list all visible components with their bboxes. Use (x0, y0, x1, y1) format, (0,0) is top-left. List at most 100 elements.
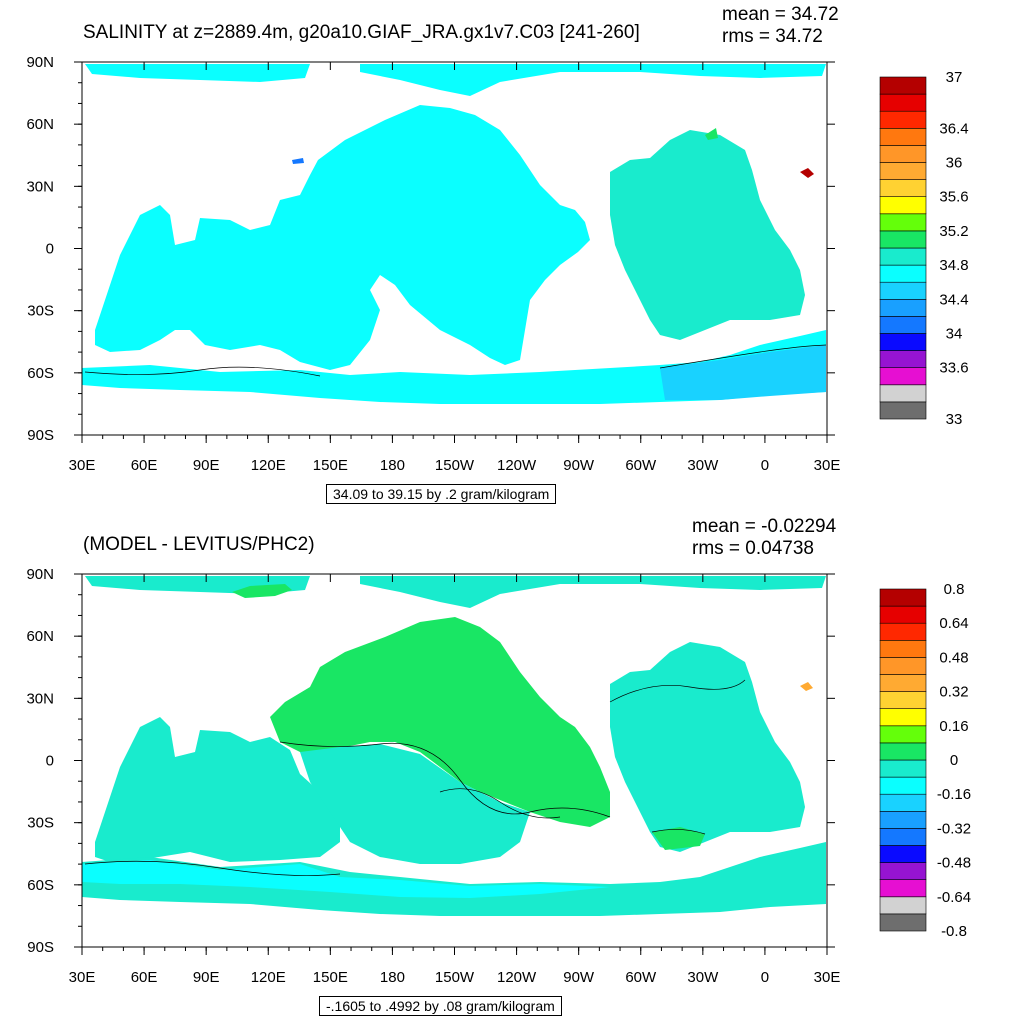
colorbar-label: 0 (950, 752, 958, 769)
pacific-south-region (300, 744, 530, 864)
colorbar-swatch (879, 128, 927, 146)
colorbar-label: 0.32 (939, 684, 968, 701)
colorbar-swatch (879, 828, 927, 846)
range-label: -.1605 to .4992 by .08 gram/kilogram (319, 996, 562, 1016)
indian-ocean-region (95, 717, 340, 862)
x-tick-label: 30W (687, 969, 719, 986)
colorbar-swatch (879, 213, 927, 232)
x-tick-label: 30E (814, 457, 841, 474)
colorbar-label: -0.48 (937, 855, 971, 872)
x-tick-label: 120W (497, 457, 537, 474)
colorbar-swatch (879, 640, 927, 658)
arctic-strip-east (360, 64, 826, 96)
pacific-positive-region (270, 617, 610, 827)
colorbar-swatch (879, 110, 927, 129)
atlantic-positive-patch (652, 827, 705, 850)
x-tick-label: 30E (69, 969, 96, 986)
colorbar-swatch (879, 759, 927, 778)
colorbar-label: -0.8 (941, 923, 967, 940)
y-tick-label: 60S (27, 365, 54, 382)
colorbar-swatch (879, 742, 927, 761)
colorbar-swatch (879, 247, 927, 266)
arctic-positive-patch (232, 584, 292, 598)
x-tick-label: 150E (313, 457, 348, 474)
y-tick-label: 90S (27, 939, 54, 956)
colorbar-swatch (879, 76, 927, 95)
labrador-patch (705, 128, 718, 140)
y-tick-label: 30N (26, 178, 54, 195)
southern-ocean-band (82, 842, 826, 916)
colorbar-swatch (879, 725, 927, 744)
colorbar-swatch (879, 793, 927, 812)
colorbar-swatch (879, 879, 927, 898)
colorbar-swatch (879, 264, 927, 283)
contour-line (651, 829, 706, 835)
x-tick-label: 150W (435, 457, 475, 474)
contour-line (279, 741, 611, 818)
mean-stat: mean = -0.02294 (692, 516, 837, 537)
chart-title: (MODEL - LEVITUS/PHC2) (83, 534, 315, 555)
colorbar-swatch (879, 913, 927, 932)
colorbar-swatch (879, 708, 927, 727)
x-tick-label: 30E (814, 969, 841, 986)
difference-map: 30E 60E 90E 120E 150E 180 150W 120W 90W 60W 30W 0 30… (26, 566, 971, 986)
colorbar-label: -0.64 (937, 889, 971, 906)
colorbar-swatch (879, 316, 927, 334)
colorbar-label: 34.4 (939, 291, 968, 308)
x-tick-label: 180 (380, 457, 405, 474)
x-tick-label: 120E (251, 969, 286, 986)
colorbar-label: 34 (946, 326, 963, 343)
y-tick-label: 60N (26, 628, 54, 645)
colorbar-swatch (879, 588, 927, 607)
colorbar-swatch (879, 401, 927, 420)
colorbar-label: 33.6 (939, 360, 968, 377)
atlantic-ocean-region (610, 130, 805, 340)
colorbar-label: 37 (946, 69, 963, 86)
colorbar-label: -0.16 (937, 786, 971, 803)
axes: 30E 60E 90E 120E 150E 180 150W 120W 90W 60W 30W 0 30… (26, 566, 840, 986)
colorbar-swatch (879, 896, 927, 915)
mediterranean-patch (800, 168, 814, 178)
colorbar-swatch (879, 845, 927, 863)
axes: 30E 60E 90E 120E 150E 180 150W 120W 90W 60W 30W 0 30… (26, 54, 840, 474)
colorbar-swatch (879, 657, 927, 675)
weddell-region (660, 345, 826, 400)
x-tick-label: 60E (131, 969, 158, 986)
colorbar-swatch (879, 862, 927, 881)
red-sea-patch (292, 158, 304, 164)
rms-stat: rms = 34.72 (722, 26, 823, 47)
contour-line (439, 788, 561, 819)
colorbar-label: 36.4 (939, 120, 968, 137)
y-tick-label: 90N (26, 54, 54, 71)
colorbar-swatch (879, 384, 927, 403)
y-tick-label: 90S (27, 427, 54, 444)
colorbar-swatch (879, 367, 927, 386)
y-tick-label: 30S (27, 815, 54, 832)
y-tick-label: 60S (27, 877, 54, 894)
colorbar-swatch (879, 674, 927, 692)
x-tick-label: 30E (69, 457, 96, 474)
y-tick-label: 90N (26, 566, 54, 583)
x-tick-label: 120E (251, 457, 286, 474)
y-tick-label: 0 (46, 753, 54, 770)
colorbar-swatch (879, 350, 927, 369)
pacific-ocean-region (95, 105, 590, 370)
colorbar-swatch (879, 230, 927, 249)
y-tick-label: 30N (26, 690, 54, 707)
colorbar-swatch (879, 333, 927, 351)
rms-stat: rms = 0.04738 (692, 538, 814, 559)
y-tick-label: 60N (26, 116, 54, 133)
x-tick-label: 180 (380, 969, 405, 986)
colorbar-swatch (879, 691, 927, 710)
colorbar-swatch (879, 281, 927, 300)
salinity-map: 30E 60E 90E 120E 150E 180 150W 120W 90W 60W 30W 0 30… (26, 54, 969, 474)
colorbar-label: 35.6 (939, 189, 968, 206)
colorbar: 33 33.6 34 34.4 34.8 35.2 35.6 36 36.4 37 (879, 69, 969, 428)
x-tick-label: 0 (761, 969, 769, 986)
colorbar: -0.8 -0.64 -0.48 -0.32 -0.16 0 0.16 0.32 0.48 0.6… (879, 581, 971, 940)
colorbar-swatch (879, 162, 927, 180)
colorbar-swatch (879, 145, 927, 163)
colorbar-swatch (879, 93, 927, 112)
x-tick-label: 0 (761, 457, 769, 474)
colorbar-label: -0.32 (937, 820, 971, 837)
